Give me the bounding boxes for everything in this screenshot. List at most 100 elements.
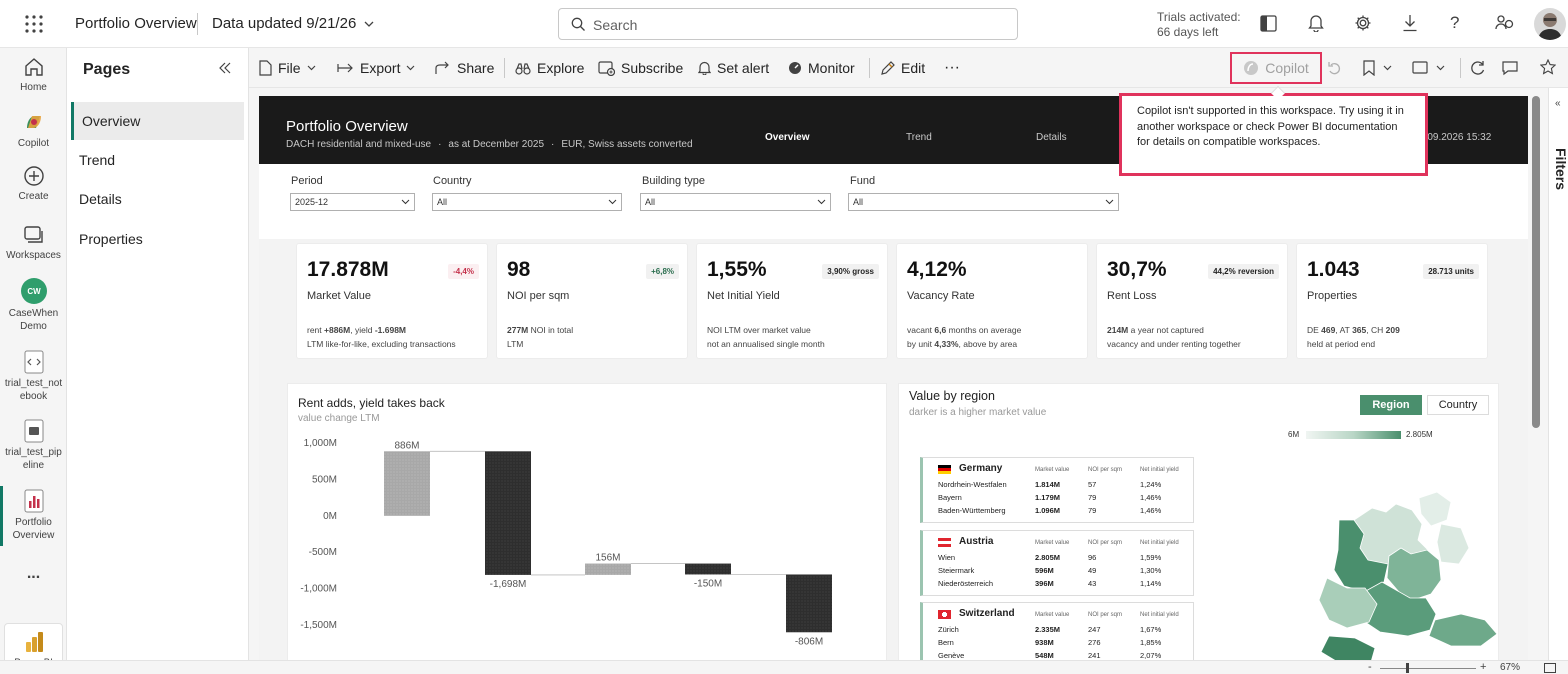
bookmark-menu[interactable] bbox=[1363, 60, 1392, 76]
export-menu-button[interactable]: Export bbox=[337, 48, 415, 88]
more-options-icon[interactable]: ... bbox=[26, 565, 41, 582]
set-alert-button[interactable]: Set alert bbox=[698, 48, 769, 88]
page-item-overview[interactable]: Overview bbox=[71, 102, 244, 140]
expand-filters-icon[interactable]: « bbox=[1555, 98, 1561, 109]
map-region bbox=[1386, 547, 1442, 601]
rail-item-casewhen-demo[interactable]: CW CaseWhen Demo bbox=[0, 278, 67, 333]
table-cell: 57 bbox=[1088, 480, 1097, 489]
region-name: Nordrhein-Westfalen bbox=[938, 480, 1007, 489]
comment-icon[interactable] bbox=[1502, 60, 1518, 76]
rail-item-portfolio-overview[interactable]: Portfolio Overview bbox=[0, 489, 67, 542]
file-label: File bbox=[278, 60, 301, 76]
page-item-trend[interactable]: Trend bbox=[79, 152, 116, 168]
divider bbox=[869, 58, 870, 78]
share-label: Share bbox=[457, 60, 495, 76]
file-menu-button[interactable]: File bbox=[259, 48, 316, 88]
period-value: 2025-12 bbox=[295, 197, 329, 207]
kpi-detail-1: NOI LTM over market value bbox=[707, 325, 811, 335]
map-region bbox=[1361, 581, 1437, 637]
rail-item-trial-notebook[interactable]: trial_test_notebook bbox=[0, 350, 67, 403]
waterfall-bar[interactable] bbox=[786, 574, 832, 633]
region-table-austria: Austria Market value NOI per sqm Net initia… bbox=[920, 530, 1194, 596]
waterfall-bar[interactable] bbox=[585, 563, 631, 575]
waterfall-bar[interactable] bbox=[685, 563, 731, 575]
toggle-country-button[interactable]: Country bbox=[1427, 395, 1489, 415]
page-item-details[interactable]: Details bbox=[79, 191, 122, 207]
rail-item-create[interactable]: Create bbox=[0, 165, 67, 203]
panel-toggle-icon[interactable] bbox=[1260, 15, 1277, 32]
waterfall-bar[interactable] bbox=[485, 451, 531, 575]
notifications-bell-icon[interactable] bbox=[1308, 14, 1324, 32]
detail-text: rent bbox=[307, 325, 325, 335]
column-header: Market value bbox=[1035, 612, 1070, 618]
zoom-out-button[interactable]: - bbox=[1368, 661, 1372, 673]
collapse-pane-icon[interactable] bbox=[219, 62, 231, 74]
kpi-detail-1: 277M NOI in total bbox=[507, 325, 573, 335]
building-type-select[interactable]: All bbox=[640, 193, 831, 211]
table-cell: 79 bbox=[1088, 493, 1097, 502]
scrollbar-thumb[interactable] bbox=[1532, 96, 1540, 428]
filter-label-fund: Fund bbox=[850, 175, 876, 187]
fit-to-page-icon[interactable] bbox=[1544, 663, 1556, 673]
region-name: Genève bbox=[938, 651, 965, 660]
table-cell: 1.096M bbox=[1035, 506, 1061, 515]
more-options-icon[interactable]: ··· bbox=[944, 59, 960, 76]
pencil-icon bbox=[881, 60, 895, 75]
download-icon[interactable] bbox=[1402, 14, 1418, 32]
rail-item-home[interactable]: Home bbox=[0, 56, 67, 94]
edit-button[interactable]: Edit bbox=[880, 48, 925, 88]
status-bar: - + 67% bbox=[0, 660, 1568, 674]
detail-text: , CH bbox=[1366, 325, 1386, 335]
rail-item-workspaces[interactable]: Workspaces bbox=[0, 224, 67, 262]
waterfall-card: Rent adds, yield takes back value change… bbox=[287, 383, 887, 660]
fund-select[interactable]: All bbox=[848, 193, 1119, 211]
map-region bbox=[1320, 635, 1376, 660]
trial-line-1: Trials activated: bbox=[1157, 10, 1241, 24]
waterfall-bar[interactable] bbox=[384, 451, 430, 516]
toggle-region-button[interactable]: Region bbox=[1360, 395, 1422, 415]
explore-button[interactable]: Explore bbox=[515, 48, 584, 88]
kpi-detail-2: LTM bbox=[507, 339, 524, 349]
subscribe-label: Subscribe bbox=[621, 60, 684, 76]
country-select[interactable]: All bbox=[432, 193, 622, 211]
settings-gear-icon[interactable] bbox=[1354, 14, 1372, 32]
pages-title: Pages bbox=[83, 61, 131, 78]
fund-value: All bbox=[853, 197, 864, 207]
zoom-slider-thumb[interactable] bbox=[1406, 663, 1409, 673]
report-nav-trend[interactable]: Trend bbox=[906, 132, 932, 143]
copilot-icon bbox=[26, 116, 41, 128]
data-updated-dropdown[interactable]: Data updated 9/21/26 bbox=[212, 15, 374, 32]
page-item-properties[interactable]: Properties bbox=[79, 231, 143, 247]
report-nav-details[interactable]: Details bbox=[1036, 132, 1067, 143]
share-feedback-icon[interactable] bbox=[1495, 14, 1514, 32]
monitor-button[interactable]: Monitor bbox=[788, 48, 855, 88]
detail-text: vacant bbox=[907, 325, 935, 335]
zoom-in-button[interactable]: + bbox=[1480, 661, 1487, 673]
app-launcher-icon[interactable] bbox=[24, 14, 44, 34]
kpi-card-net-initial-yield: 1,55% Net Initial Yield 3,90% gross NOI … bbox=[696, 243, 888, 359]
search-input[interactable]: Search bbox=[558, 8, 1018, 40]
trial-status: Trials activated: 66 days left bbox=[1157, 10, 1241, 40]
filters-pane-collapsed[interactable]: « Filters bbox=[1548, 88, 1568, 660]
period-select[interactable]: 2025-12 bbox=[290, 193, 415, 211]
refresh-icon[interactable] bbox=[1470, 60, 1486, 76]
trial-line-2: 66 days left bbox=[1157, 25, 1219, 39]
help-icon[interactable]: ? bbox=[1450, 13, 1460, 32]
zoom-slider[interactable] bbox=[1380, 668, 1476, 669]
filter-label-country: Country bbox=[433, 175, 472, 187]
column-header: NOI per sqm bbox=[1088, 467, 1123, 473]
rail-item-trial-pipeline[interactable]: trial_test_pipeline bbox=[0, 419, 67, 472]
view-menu[interactable] bbox=[1412, 61, 1445, 74]
rail-item-copilot[interactable]: Copilot bbox=[0, 110, 67, 150]
undo-icon[interactable] bbox=[1327, 60, 1343, 76]
share-button[interactable]: Share bbox=[435, 48, 494, 88]
copilot-button[interactable]: Copilot bbox=[1230, 52, 1322, 84]
avatar[interactable] bbox=[1534, 8, 1566, 40]
subheading-dot: · bbox=[551, 139, 555, 150]
kpi-value: 17.878M bbox=[307, 258, 389, 281]
filters-label: Filters bbox=[1553, 148, 1568, 191]
favorite-star-icon[interactable] bbox=[1540, 59, 1556, 75]
report-nav-overview[interactable]: Overview bbox=[765, 132, 810, 143]
rail-label: Home bbox=[20, 82, 47, 93]
subscribe-button[interactable]: Subscribe bbox=[598, 48, 683, 88]
